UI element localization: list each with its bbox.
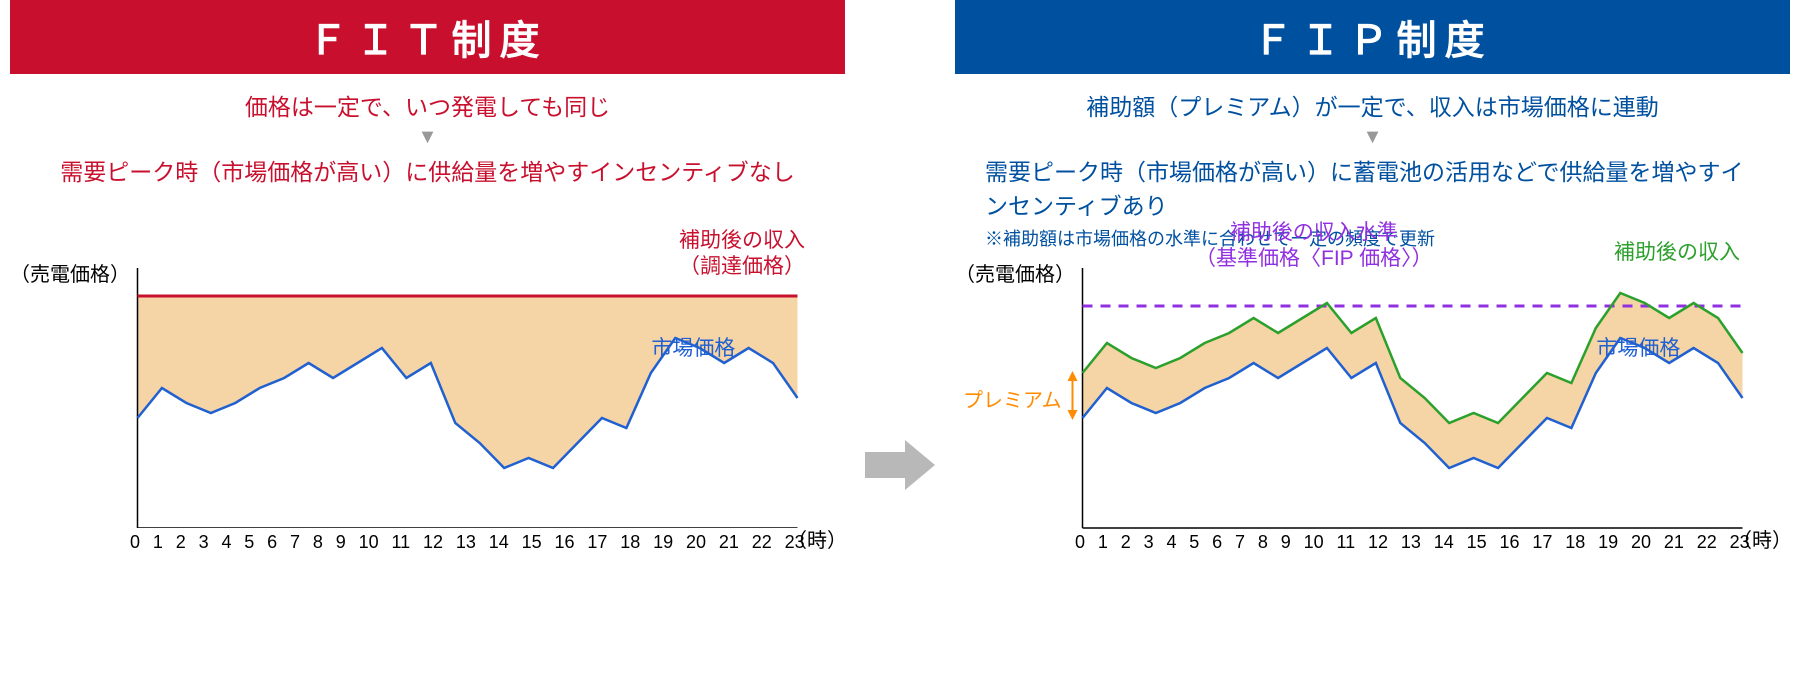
y-axis-label: （売電価格） <box>955 258 1075 287</box>
fip-chart-svg <box>1075 268 1750 528</box>
x-axis-unit: （時） <box>787 524 847 553</box>
fit-title: ＦＩＴ制度 <box>10 0 845 74</box>
fip-panel: ＦＩＰ制度 補助額（プレミアム）が一定で、収入は市場価格に連動 ▼ 需要ピーク時… <box>945 0 1800 553</box>
fip-desc-line1: 補助額（プレミアム）が一定で、収入は市場価格に連動 <box>955 88 1790 122</box>
fit-panel: ＦＩＴ制度 価格は一定で、いつ発電しても同じ ▼ 需要ピーク時（市場価格が高い）… <box>0 0 855 553</box>
fip-legend-baseline: 補助後の収入水準（基準価格〈FIP 価格〉） <box>1195 220 1433 273</box>
fip-chart: （売電価格） プレミアム 補助後の収入水準（基準価格〈FIP 価格〉） 補助後の… <box>955 268 1790 553</box>
fit-chart: （売電価格） 補助後の収入（調達価格） 市場価格 012345678910111… <box>10 268 845 553</box>
x-axis-unit: （時） <box>1732 524 1792 553</box>
triangle-icon: ▼ <box>955 126 1790 149</box>
fit-chart-svg <box>130 268 805 528</box>
fit-desc-line1: 価格は一定で、いつ発電しても同じ <box>10 88 845 122</box>
triangle-icon: ▼ <box>10 126 845 149</box>
fip-desc-line2: 需要ピーク時（市場価格が高い）に蓄電池の活用などで供給量を増やすインセンティブあ… <box>955 153 1790 221</box>
y-axis-label: （売電価格） <box>10 258 130 287</box>
x-axis-ticks: 01234567891011121314151617181920212223 <box>130 532 805 553</box>
x-axis-ticks: 01234567891011121314151617181920212223 <box>1075 532 1750 553</box>
fit-desc-line2: 需要ピーク時（市場価格が高い）に供給量を増やすインセンティブなし <box>10 153 845 187</box>
fip-title: ＦＩＰ制度 <box>955 0 1790 74</box>
fit-legend-market: 市場価格 <box>651 336 735 362</box>
premium-label: プレミアム <box>963 384 1062 413</box>
transition-arrow-icon <box>865 0 935 490</box>
fip-legend-market: 市場価格 <box>1596 336 1680 362</box>
fip-legend-subsidy: 補助後の収入 <box>1614 240 1740 266</box>
